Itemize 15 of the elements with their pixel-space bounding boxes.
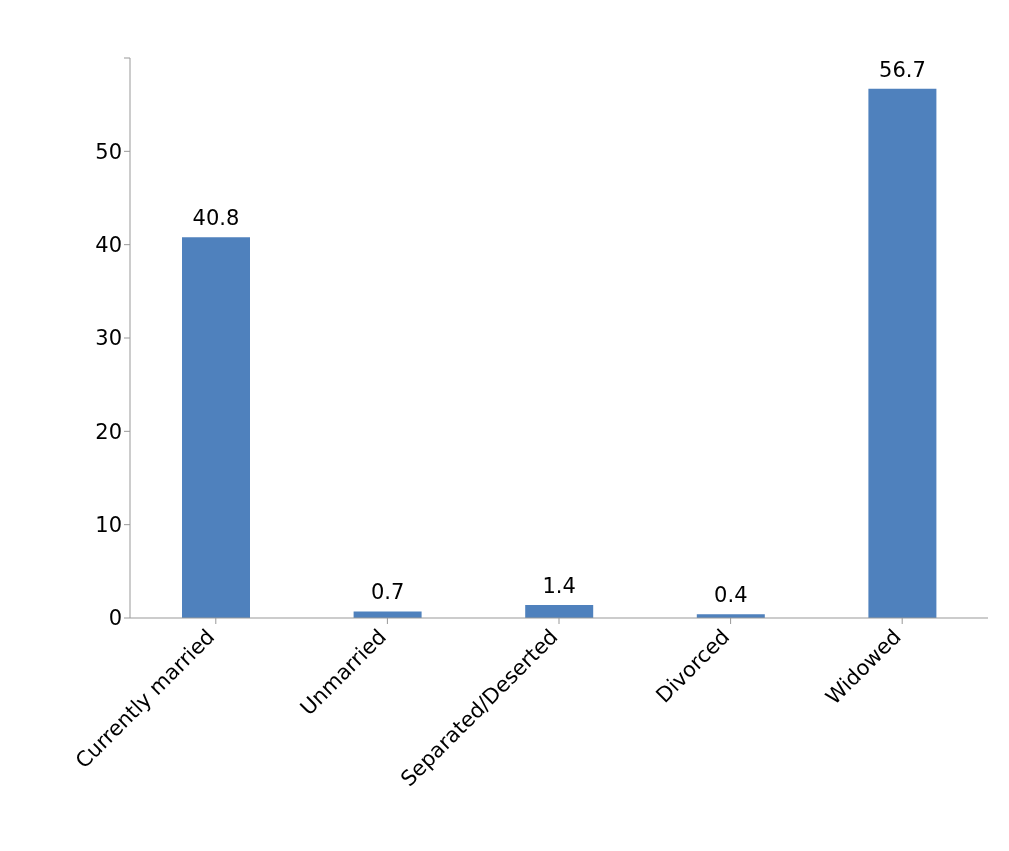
bar	[353, 611, 422, 618]
y-tick-label: 40	[95, 233, 122, 258]
y-tick-label: 30	[95, 326, 122, 351]
data-label: 1.4	[542, 573, 576, 598]
bar	[525, 604, 594, 618]
y-tick-label: 10	[95, 513, 122, 538]
data-label: 40.8	[192, 206, 240, 231]
y-tick-label: 0	[108, 606, 122, 631]
y-tick-label: 20	[95, 419, 122, 444]
data-label: 0.7	[370, 580, 405, 605]
y-tick-label: 50	[95, 139, 122, 164]
bar	[182, 237, 250, 618]
bar	[868, 88, 937, 618]
data-label: 0.4	[714, 583, 748, 608]
data-label: 56.7	[879, 57, 926, 82]
